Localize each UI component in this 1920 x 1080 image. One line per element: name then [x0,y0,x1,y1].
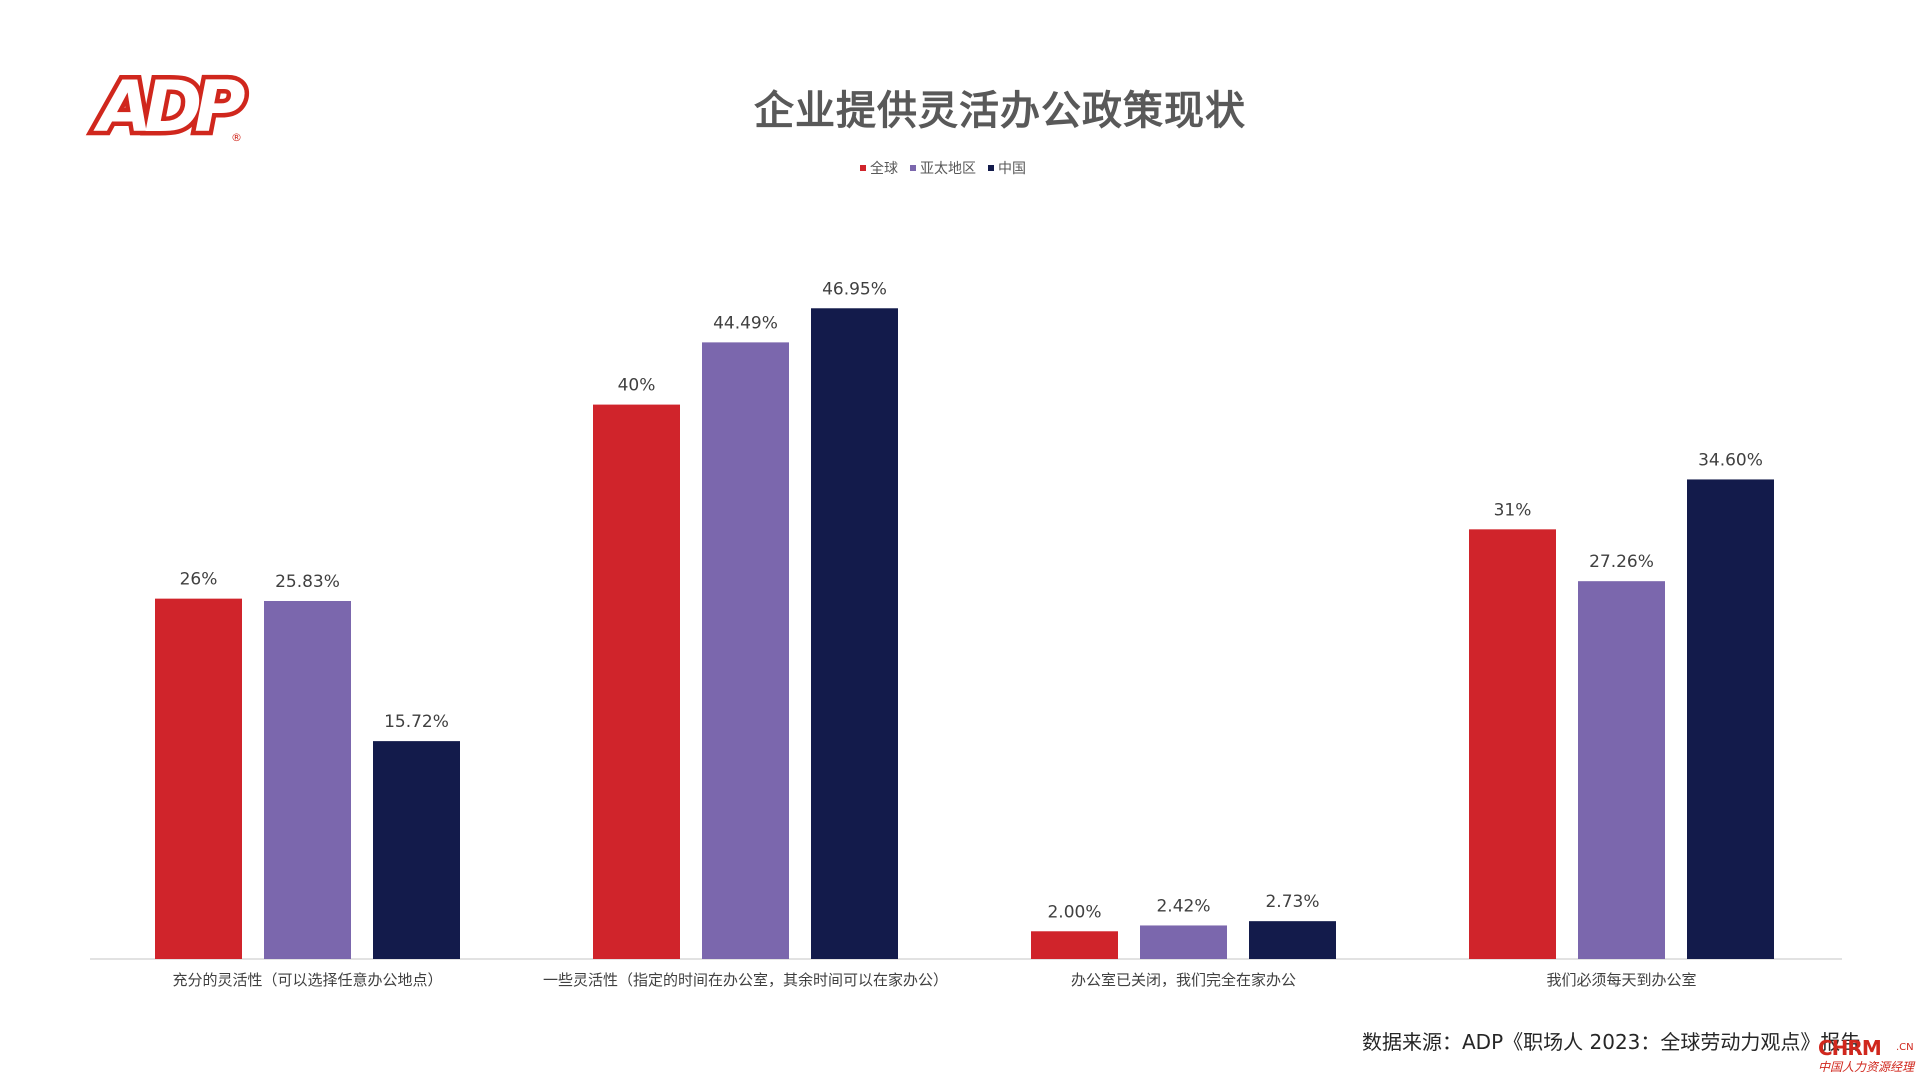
chart-title: 企业提供灵活办公政策现状 [754,88,1246,134]
legend-swatch-global [860,165,866,171]
category-label-3: 我们必须每天到办公室 [1546,971,1696,989]
bar-3-0 [1469,529,1556,959]
bar-0-2 [373,741,460,959]
chrm-watermark: CHRM .CN 中国人力资源经理 [1818,1036,1918,1076]
bar-1-2 [811,308,898,959]
bar-2-2 [1249,921,1336,959]
bar-0-0 [155,598,242,959]
bar-2-0 [1031,931,1118,959]
bar-1-0 [593,404,680,960]
data-label-0-1: 25.83% [275,572,340,592]
legend-label-china: 中国 [998,161,1026,177]
bar-1-1 [702,342,789,959]
data-label-3-1: 27.26% [1589,552,1654,572]
watermark-domain: .CN [1896,1042,1914,1053]
watermark-main: CHRM [1818,1036,1882,1060]
data-label-2-1: 2.42% [1156,896,1210,916]
bar-0-1 [264,600,351,959]
data-label-2-0: 2.00% [1047,902,1101,922]
legend-item-global: 全球 [860,158,898,178]
watermark-subtitle: 中国人力资源经理 [1818,1060,1915,1074]
bar-3-2 [1687,479,1774,959]
bar-2-1 [1140,925,1227,959]
category-label-0: 充分的灵活性（可以选择任意办公地点） [172,971,442,989]
registered-mark: ® [231,131,242,144]
data-label-3-0: 31% [1494,500,1532,520]
data-label-0-2: 15.72% [384,712,449,732]
data-label-0-0: 26% [180,570,218,590]
data-label-1-1: 44.49% [713,313,778,333]
bar-3-1 [1578,581,1665,959]
legend-item-apac: 亚太地区 [910,158,976,178]
legend-swatch-apac [910,165,916,171]
category-label-1: 一些灵活性（指定的时间在办公室，其余时间可以在家办公） [543,971,948,989]
adp-logo: ADP ® [94,62,258,153]
data-label-3-2: 34.60% [1698,450,1763,470]
data-label-1-2: 46.95% [822,279,887,299]
data-label-2-2: 2.73% [1265,892,1319,912]
data-label-1-0: 40% [618,376,656,396]
legend-item-china: 中国 [988,158,1026,178]
adp-logo-text: ADP [94,62,251,153]
legend-label-apac: 亚太地区 [920,161,976,177]
category-label-2: 办公室已关闭，我们完全在家办公 [1071,971,1296,989]
legend-label-global: 全球 [870,161,898,177]
data-source-note: 数据来源：ADP《职场人 2023：全球劳动力观点》报告 [1362,1030,1861,1054]
chart-legend: 全球 亚太地区 中国 [860,158,1026,178]
legend-swatch-china [988,165,994,171]
